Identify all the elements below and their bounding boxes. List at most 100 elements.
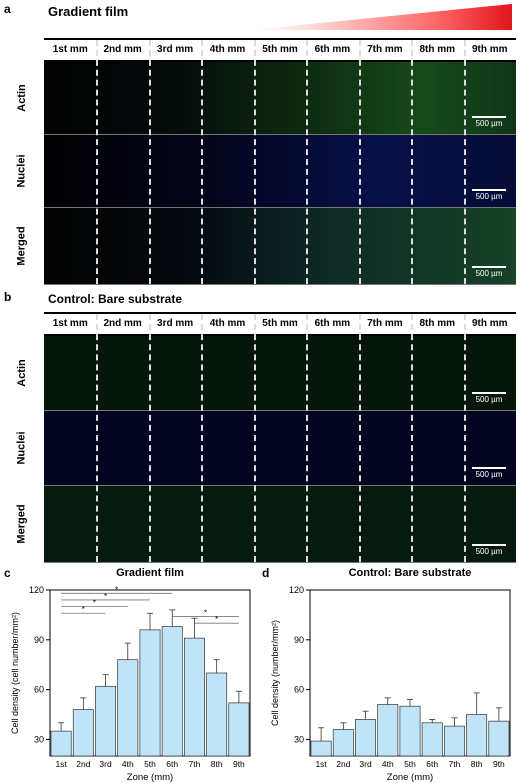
x-tick-label: 2nd: [76, 759, 90, 769]
zone-label: 7th mm: [367, 318, 403, 329]
zone-label: 6th mm: [314, 318, 351, 329]
scale-bar: 500 µm: [472, 116, 506, 128]
zone-dividers: [44, 314, 516, 562]
scale-bar: 500 µm: [472, 392, 506, 404]
zone-label: 5th mm: [262, 44, 298, 55]
scale-bar: 500 µm: [472, 266, 506, 278]
y-tick-label: 60: [34, 685, 44, 695]
bar: [421, 722, 443, 757]
zone-label: 9th mm: [471, 44, 508, 55]
chart-control: Control: Bare substrate 30 60 90 120 1st 2nd 3r…: [270, 567, 511, 782]
bar: [488, 720, 510, 757]
y-axis-label: Cell density (cell number/mm²): [10, 612, 20, 734]
row-label-actin: Actin: [16, 84, 28, 112]
bar: [161, 626, 183, 757]
zone-dividers: [44, 40, 516, 284]
merged-image-control: 500 µm: [44, 486, 516, 563]
bar: [355, 719, 377, 757]
zone-divider: [411, 314, 414, 562]
zone-divider: [201, 40, 204, 284]
scale-bar: 500 µm: [472, 189, 506, 201]
scale-bar: 500 µm: [472, 467, 506, 479]
y-tick-label: 120: [289, 585, 304, 595]
zone-label: 8th mm: [419, 44, 456, 55]
actin-image-control: 500 µm: [44, 336, 516, 411]
x-tick-label: 1st: [55, 759, 67, 769]
bar: [139, 629, 161, 757]
panel-b-label: b: [4, 290, 12, 304]
x-tick-label: 3rd: [99, 759, 112, 769]
bar: [183, 637, 205, 757]
zone-label: 9th mm: [471, 318, 508, 329]
zone-label: 5th mm: [262, 318, 298, 329]
zone-divider: [463, 314, 466, 562]
chart-gradient-film: Gradient film 30 60 90 120 1st 2nd 3rd 4th 5th 6th…: [10, 567, 251, 782]
x-tick-label: 3rd: [359, 759, 372, 769]
x-tick-label: 5th: [144, 759, 156, 769]
chart-title: Control: Bare substrate: [349, 567, 472, 579]
row-label-nuclei: Nuclei: [15, 431, 28, 465]
y-axis-label: Cell density (number/mm²): [270, 620, 280, 726]
bar: [50, 730, 72, 757]
x-tick-label: 8th: [211, 759, 223, 769]
x-tick-label: 7th: [449, 759, 461, 769]
zone-label: 1st mm: [52, 318, 88, 329]
zone-label: 7th mm: [367, 44, 403, 55]
zone-divider: [463, 40, 466, 284]
zone-divider: [411, 40, 414, 284]
significance-marker: *: [115, 585, 118, 594]
bar: [206, 672, 228, 757]
zone-divider: [148, 314, 151, 562]
nuclei-image-control: 500 µm: [44, 411, 516, 486]
x-axis-label: Zone (mm): [127, 772, 173, 782]
zone-divider: [148, 40, 151, 284]
zone-divider: [201, 314, 204, 562]
significance-marker: *: [215, 615, 218, 624]
x-tick-label: 9th: [233, 759, 245, 769]
significance-marker: *: [104, 592, 107, 601]
bar: [332, 729, 354, 757]
panel-b-zone-header: 1st mm 2nd mm 3rd mm 4th mm 5th mm 6th m…: [44, 312, 516, 336]
x-tick-label: 9th: [493, 759, 505, 769]
zone-label: 3rd mm: [157, 318, 194, 329]
zone-divider: [306, 40, 309, 284]
x-tick-label: 4th: [122, 759, 134, 769]
x-tick-label: 4th: [382, 759, 394, 769]
y-tick-label: 90: [294, 635, 304, 645]
bar: [72, 709, 94, 757]
zone-label: 1st mm: [52, 44, 88, 55]
bar: [399, 705, 421, 757]
panel-a-zone-header: 1st mm 2nd mm 3rd mm 4th mm 5th mm 6th m…: [44, 38, 516, 62]
row-label-merged: Merged: [16, 504, 28, 544]
zone-label: 6th mm: [314, 44, 351, 55]
x-tick-label: 7th: [189, 759, 201, 769]
bar: [228, 702, 250, 757]
gradient-wedge: [250, 4, 512, 30]
panel-b-title: Control: Bare substrate: [48, 292, 183, 306]
zone-label: 8th mm: [419, 318, 456, 329]
y-tick-label: 90: [34, 635, 44, 645]
zone-label: 3rd mm: [157, 44, 194, 55]
panel-c-label: c: [4, 566, 11, 580]
scale-bar: 500 µm: [472, 544, 506, 556]
merged-image-gradient: 500 µm: [44, 208, 516, 285]
x-tick-label: 5th: [404, 759, 416, 769]
y-tick-label: 60: [294, 685, 304, 695]
row-label-merged: Merged: [16, 226, 28, 266]
x-tick-label: 1st: [315, 759, 327, 769]
row-label-nuclei: Nuclei: [15, 154, 28, 188]
x-tick-label: 6th: [426, 759, 438, 769]
y-tick-label: 120: [29, 585, 44, 595]
bar: [310, 740, 332, 757]
bar: [466, 714, 488, 757]
zone-label: 4th mm: [209, 318, 246, 329]
panel-a-label: a: [4, 2, 11, 16]
zone-divider: [96, 314, 99, 562]
actin-image-gradient: 500 µm: [44, 62, 516, 135]
zone-label: 4th mm: [209, 44, 246, 55]
x-tick-label: 6th: [166, 759, 178, 769]
x-tick-label: 8th: [471, 759, 483, 769]
significance-marker: *: [82, 605, 85, 614]
row-label-actin: Actin: [16, 359, 28, 387]
x-axis-label: Zone (mm): [387, 772, 433, 782]
